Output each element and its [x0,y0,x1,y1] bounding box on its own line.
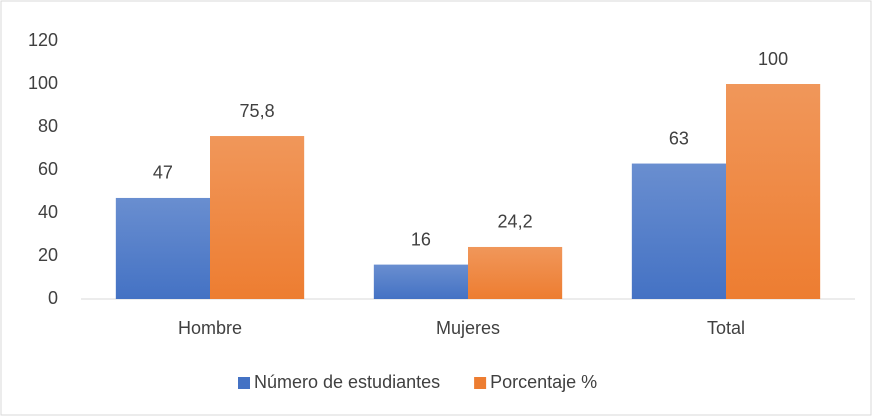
x-tick-label: Mujeres [436,318,500,338]
y-tick-label: 100 [28,73,58,93]
data-label: 63 [669,128,689,148]
y-tick-label: 80 [38,116,58,136]
bar [115,197,210,299]
y-tick-label: 40 [38,202,58,222]
y-tick-label: 20 [38,245,58,265]
legend-swatch [474,377,487,389]
bar [468,246,563,299]
bar [726,84,821,299]
data-label: 100 [758,49,788,69]
x-tick-label: Hombre [178,318,242,338]
y-tick-label: 60 [38,159,58,179]
legend-swatch [238,377,250,389]
y-tick-label: 120 [28,30,58,50]
data-label: 24,2 [498,212,533,232]
y-tick-label: 0 [48,288,58,308]
legend-label: Porcentaje % [490,372,597,392]
bar [210,136,305,299]
bar [631,163,726,299]
x-tick-label: Total [707,318,745,338]
legend-label: Número de estudiantes [254,372,440,392]
bar [373,264,468,299]
data-label: 75,8 [240,101,275,121]
data-label: 16 [411,229,431,249]
data-label: 47 [153,163,173,183]
